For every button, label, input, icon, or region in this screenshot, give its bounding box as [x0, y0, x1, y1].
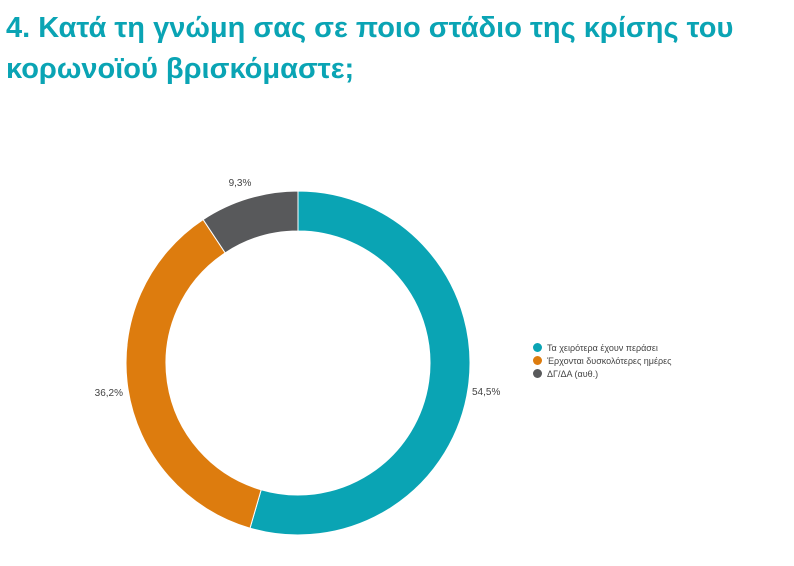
data-label: 36,2%	[95, 388, 123, 399]
chart-legend: Τα χειρότερα έχουν περάσει Έρχονται δυσκ…	[533, 341, 671, 380]
legend-swatch	[533, 343, 542, 352]
legend-label: Έρχονται δυσκολότερες ημέρες	[547, 355, 672, 366]
legend-swatch	[533, 369, 542, 378]
legend-item: ΔΓ/ΔΑ (αυθ.)	[533, 367, 671, 380]
legend-label: ΔΓ/ΔΑ (αυθ.)	[547, 368, 599, 379]
data-label: 54,5%	[472, 387, 500, 398]
chart-title: 4. Κατά τη γνώμη σας σε ποιο στάδιο της …	[6, 12, 734, 85]
donut-slice	[249, 190, 471, 536]
legend-item: Έρχονται δυσκολότερες ημέρες	[533, 354, 671, 367]
legend-item: Τα χειρότερα έχουν περάσει	[533, 341, 671, 354]
legend-swatch	[533, 356, 542, 365]
data-label: 9,3%	[229, 178, 252, 189]
legend-label: Τα χειρότερα έχουν περάσει	[547, 342, 658, 353]
donut-slice	[125, 218, 262, 529]
donut-slice	[202, 190, 299, 254]
